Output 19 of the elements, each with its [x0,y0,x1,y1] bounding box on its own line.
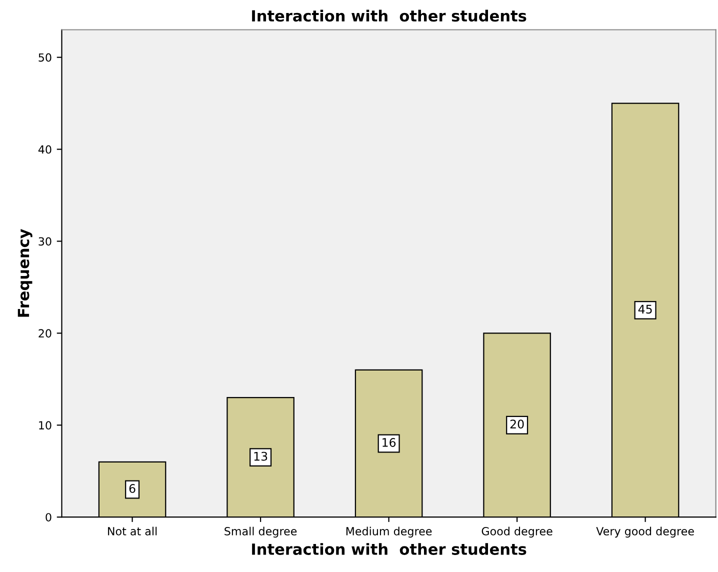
data-label: 6 [129,484,136,493]
data-label: 45 [638,304,652,314]
y-tick-label: 30 [38,237,52,246]
y-axis-title: Frequency [18,228,32,317]
x-tick-label: Good degree [482,526,552,538]
x-tick-label: Very good degree [596,526,694,538]
x-axis-title: Interaction with other students [252,543,526,555]
x-tick-label: Medium degree [346,526,432,538]
y-tick-label: 50 [38,53,52,62]
data-label: 20 [510,420,524,429]
chart-title: Interaction with other students [252,10,526,22]
x-tick-label: Not at all [108,526,157,536]
y-tick-label: 40 [38,145,52,154]
data-label: 13 [254,452,268,461]
y-tick-label: 0 [46,513,52,522]
data-label: 16 [382,438,396,447]
y-tick-label: 10 [39,421,52,430]
x-tick-label: Small degree [224,526,297,538]
y-tick-label: 20 [38,329,52,338]
